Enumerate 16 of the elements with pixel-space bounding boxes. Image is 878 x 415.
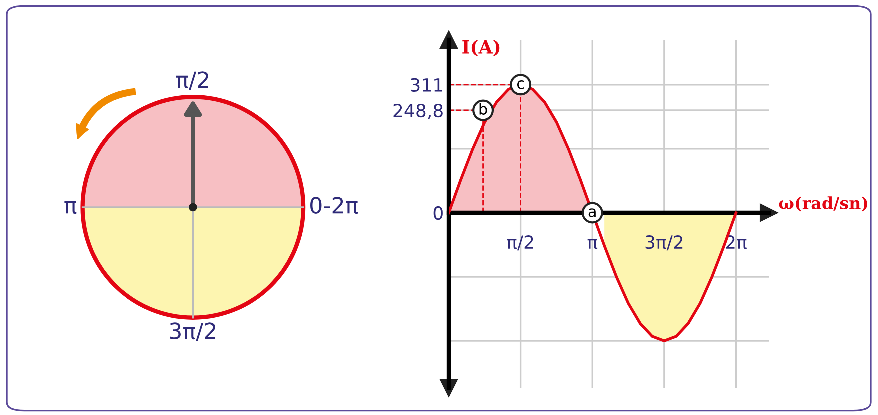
annotation: a xyxy=(588,208,596,218)
x-tick-label: π xyxy=(588,239,598,250)
y-tick-label: 0 xyxy=(434,206,443,220)
annotation: c xyxy=(517,80,524,90)
text: 0-2π xyxy=(310,197,358,214)
x-tick-label: 2π xyxy=(726,236,747,250)
x-tick-label: π/2 xyxy=(507,236,534,251)
text: π/2 xyxy=(176,72,208,90)
text: 3π/2 xyxy=(170,322,216,342)
y-axis-title: I(A) xyxy=(462,40,500,57)
y-tick-label: 248,8 xyxy=(394,104,443,120)
annotation: b xyxy=(480,103,488,115)
x-tick-label: 3π/2 xyxy=(646,236,683,251)
x-axis-title: ω(rad/sn) xyxy=(779,196,868,212)
y-tick-label: 311 xyxy=(411,78,442,92)
text: π xyxy=(64,201,77,214)
